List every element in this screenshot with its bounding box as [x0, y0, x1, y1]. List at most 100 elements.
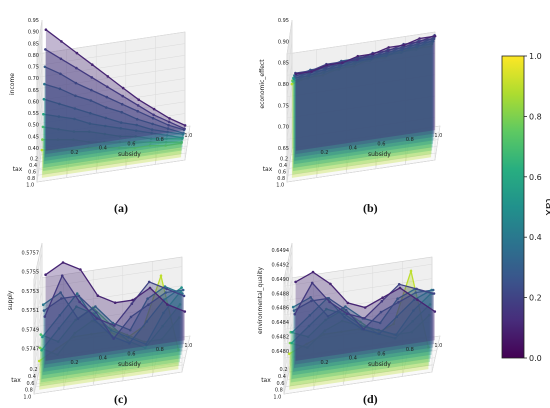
data-point [78, 300, 81, 304]
data-point [43, 82, 46, 86]
z-tick-label: 0.80 [28, 53, 39, 59]
y-tick-label: 1.0 [26, 183, 34, 189]
data-point [415, 45, 419, 49]
x-tick-label: 0.2 [321, 360, 329, 366]
y-gridline [40, 26, 190, 156]
data-point [414, 291, 418, 294]
x-axis-label: subsidy [368, 361, 391, 368]
data-point [113, 301, 117, 304]
y-gridline [36, 54, 186, 183]
y-tick-label: 0.2 [30, 157, 38, 163]
data-point [293, 75, 297, 78]
data-point [113, 324, 116, 327]
colorbar-tick-label: 0.2 [529, 294, 542, 303]
z-tick-label: 0.65 [28, 88, 39, 94]
series-0 [294, 34, 437, 151]
data-point [306, 346, 309, 349]
data-point [393, 337, 397, 340]
data-point [167, 120, 171, 124]
data-point [55, 347, 58, 351]
data-point [125, 333, 129, 337]
y-axis-label: tax [263, 166, 273, 173]
data-point [77, 294, 81, 298]
data-point [321, 73, 325, 77]
data-point [309, 296, 312, 299]
series-5 [292, 39, 434, 168]
gridlines [286, 19, 441, 183]
series-line [45, 29, 186, 126]
data-point [104, 124, 107, 128]
data-point [324, 318, 327, 322]
series-fill [292, 43, 433, 172]
data-point [74, 81, 78, 85]
y-axis-label: tax [11, 377, 21, 384]
panel-label-a: (a) [114, 201, 128, 215]
series-fill [294, 37, 434, 161]
data-point [427, 313, 431, 317]
series-line [45, 48, 185, 130]
data-point [102, 146, 106, 150]
series-line [42, 126, 183, 140]
data-point [166, 127, 170, 130]
series-4 [42, 97, 185, 165]
data-point [397, 283, 401, 286]
data-point [180, 286, 183, 289]
data-point [59, 72, 62, 76]
colorbar-tick-label: 0.6 [529, 173, 542, 182]
z-axis-label: environmental_quality [257, 267, 264, 335]
data-point [308, 314, 312, 317]
data-point [61, 261, 65, 264]
data-point [75, 66, 78, 70]
y-gridline [41, 243, 191, 359]
data-point [60, 297, 63, 300]
y-gridline [35, 271, 184, 388]
z-tick-label: 0.85 [28, 41, 39, 47]
data-point [58, 87, 62, 91]
data-point [57, 115, 61, 118]
data-point [149, 140, 152, 144]
data-point [384, 54, 388, 58]
data-point [415, 287, 418, 291]
data-point [291, 330, 294, 334]
y-tick-label: 1.0 [276, 183, 284, 189]
y-tick-label: 0.6 [278, 170, 286, 176]
data-point [119, 127, 122, 130]
series-fill [43, 286, 183, 372]
z-tick-label: 0.5749 [22, 327, 40, 333]
data-point [159, 274, 163, 278]
x-tick-label: 0.6 [377, 351, 385, 357]
data-point [340, 319, 344, 323]
data-point [183, 310, 187, 313]
data-point [40, 148, 44, 152]
x-tick-label: 0.6 [377, 141, 385, 147]
z-tick-label: 0.70 [278, 125, 289, 131]
data-point [410, 330, 414, 334]
x-tick-label: 0.8 [406, 137, 414, 143]
data-point [41, 138, 44, 141]
data-point [41, 125, 45, 129]
data-point [134, 135, 137, 138]
y-gridline [285, 271, 434, 388]
data-point [310, 70, 313, 73]
z-tick-label: 0.6480 [272, 349, 290, 355]
data-point [310, 299, 313, 303]
data-point [322, 71, 326, 74]
x-tick-label: 0.2 [71, 150, 79, 156]
data-point [162, 311, 165, 315]
x-tick-label: 0.4 [99, 356, 107, 362]
colorbar-tick-label: 0.8 [529, 112, 542, 121]
y-gridline [291, 20, 441, 149]
z-tick-label: 0.5757 [22, 251, 40, 257]
colorbar-tick-label: 0.0 [529, 354, 542, 363]
data-point [378, 321, 382, 325]
data-point [427, 346, 430, 349]
z-tick-label: 0.75 [28, 65, 39, 71]
data-point [346, 301, 350, 305]
data-point [182, 294, 186, 298]
data-point [103, 140, 106, 144]
y-tick-label: 1.0 [23, 395, 31, 401]
data-point [308, 72, 312, 75]
data-point [90, 332, 93, 336]
x-tick-label: 1.0 [434, 343, 442, 349]
data-point [183, 127, 186, 131]
